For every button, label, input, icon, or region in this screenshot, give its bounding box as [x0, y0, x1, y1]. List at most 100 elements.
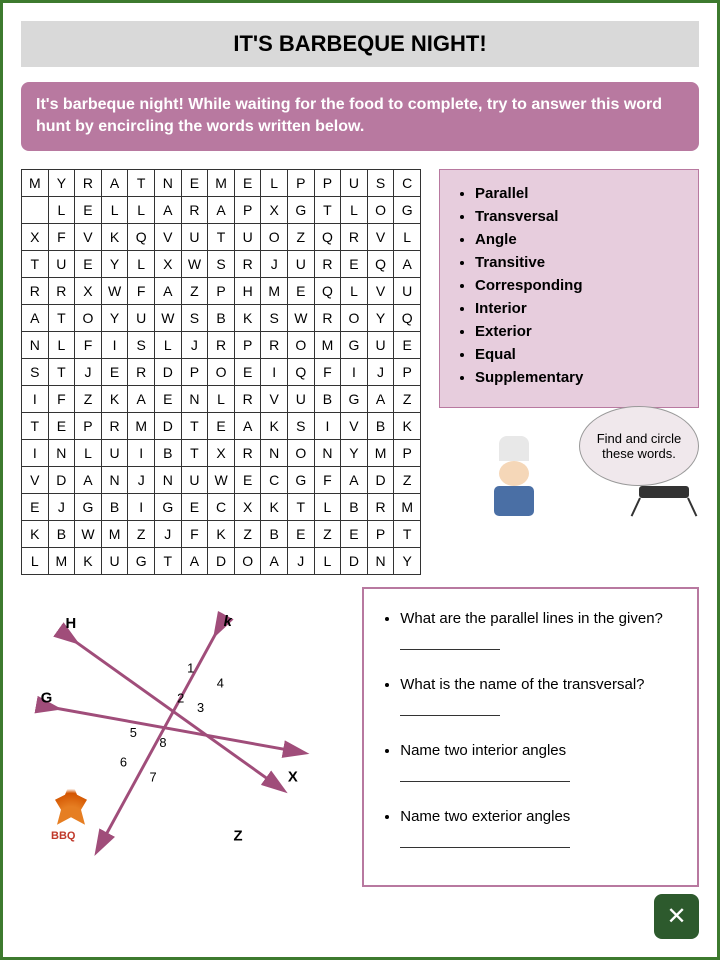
questions-box: What are the parallel lines in the given… [362, 587, 699, 887]
grid-cell: F [314, 466, 341, 493]
grid-cell: K [75, 547, 102, 574]
grid-cell: K [261, 493, 288, 520]
grid-cell: K [101, 385, 128, 412]
word-item: Supplementary [475, 369, 683, 386]
grid-cell: I [341, 358, 368, 385]
grid-cell: Q [367, 250, 394, 277]
word-list: ParallelTransversalAngleTransitiveCorres… [439, 169, 699, 408]
grid-cell: S [261, 304, 288, 331]
grid-cell: N [314, 439, 341, 466]
grid-cell: G [341, 385, 368, 412]
grid-cell: Y [101, 250, 128, 277]
grid-cell: D [208, 547, 235, 574]
grid-cell: T [48, 358, 75, 385]
grid-cell: T [314, 196, 341, 223]
grid-cell: I [128, 493, 155, 520]
grid-cell: A [341, 466, 368, 493]
grid-cell: P [367, 520, 394, 547]
grid-cell: R [234, 250, 261, 277]
grid-cell: L [341, 277, 368, 304]
grid-cell: F [75, 331, 102, 358]
grid-cell: O [341, 304, 368, 331]
grid-cell: G [154, 493, 181, 520]
grid-cell: D [48, 466, 75, 493]
grid-cell: E [208, 412, 235, 439]
grid-cell: P [181, 358, 208, 385]
grid-cell: O [208, 358, 235, 385]
grid-cell: G [287, 196, 314, 223]
grid-cell: O [367, 196, 394, 223]
svg-text:4: 4 [217, 675, 224, 690]
grid-cell: B [367, 412, 394, 439]
grid-cell: Z [394, 466, 421, 493]
grid-cell: T [22, 250, 49, 277]
grid-cell: V [75, 223, 102, 250]
question-item: What is the name of the transversal? [400, 671, 681, 725]
grid-cell: R [261, 331, 288, 358]
grid-cell: I [22, 385, 49, 412]
svg-text:6: 6 [120, 754, 127, 769]
grill-icon [639, 486, 689, 518]
grid-cell: R [314, 304, 341, 331]
grid-cell: J [181, 331, 208, 358]
grid-cell: L [208, 385, 235, 412]
grid-cell: E [181, 493, 208, 520]
grid-cell: O [234, 547, 261, 574]
grid-cell: O [287, 331, 314, 358]
grid-cell: A [101, 169, 128, 196]
grid-cell: P [208, 277, 235, 304]
grid-cell: L [128, 196, 155, 223]
grid-cell: L [128, 250, 155, 277]
svg-text:H: H [65, 616, 76, 632]
grid-cell: S [128, 331, 155, 358]
grid-cell: K [394, 412, 421, 439]
grid-cell: K [234, 304, 261, 331]
grid-cell: O [75, 304, 102, 331]
grid-cell: E [234, 466, 261, 493]
word-item: Interior [475, 300, 683, 317]
grid-cell: U [181, 223, 208, 250]
grid-cell: R [128, 358, 155, 385]
grid-cell: U [181, 466, 208, 493]
grid-cell: C [208, 493, 235, 520]
grid-cell: X [261, 196, 288, 223]
grid-cell: I [22, 439, 49, 466]
svg-text:8: 8 [159, 735, 166, 750]
grid-cell: E [234, 358, 261, 385]
svg-text:X: X [288, 769, 298, 785]
grid-cell: B [154, 439, 181, 466]
grid-cell: N [261, 439, 288, 466]
grid-cell: Z [234, 520, 261, 547]
grid-cell: P [234, 196, 261, 223]
grid-cell: X [234, 493, 261, 520]
grid-cell: F [181, 520, 208, 547]
svg-text:5: 5 [130, 725, 137, 740]
svg-text:2: 2 [177, 690, 184, 705]
grid-cell: L [261, 169, 288, 196]
grid-cell: M [48, 547, 75, 574]
svg-text:3: 3 [197, 700, 204, 715]
grid-cell: A [128, 385, 155, 412]
grid-cell: E [154, 385, 181, 412]
grid-cell: H [234, 277, 261, 304]
grid-cell: G [394, 196, 421, 223]
grid-cell: W [181, 250, 208, 277]
word-item: Exterior [475, 323, 683, 340]
grid-cell: U [287, 385, 314, 412]
grid-cell: M [22, 169, 49, 196]
grid-cell: L [154, 331, 181, 358]
word-item: Transversal [475, 208, 683, 225]
grid-cell: E [341, 250, 368, 277]
grid-cell [22, 196, 49, 223]
grid-cell: I [261, 358, 288, 385]
grid-cell: E [181, 169, 208, 196]
grid-cell: X [75, 277, 102, 304]
grid-cell: M [128, 412, 155, 439]
grid-cell: T [128, 169, 155, 196]
grid-cell: N [22, 331, 49, 358]
grid-cell: V [261, 385, 288, 412]
grid-cell: D [367, 466, 394, 493]
grid-cell: U [48, 250, 75, 277]
grid-cell: L [314, 547, 341, 574]
grid-cell: E [22, 493, 49, 520]
